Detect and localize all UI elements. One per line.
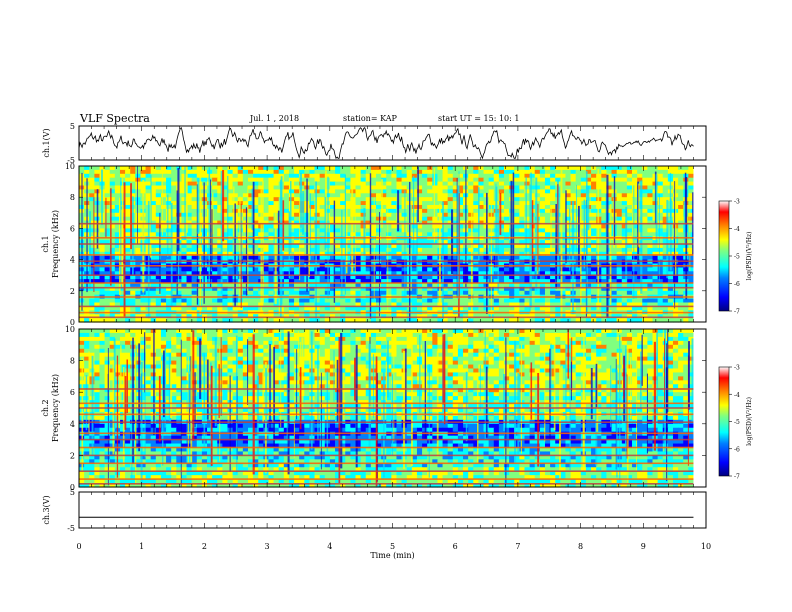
x-axis-label: Time (min) — [370, 551, 414, 560]
ch2-y-tick-label: 0 — [70, 483, 75, 492]
ch1-y-tick-label: -5 — [67, 156, 75, 165]
ch1-waveform-line — [78, 127, 694, 160]
x-tick-label: 1 — [139, 542, 144, 551]
ch1-colorbar-tick-label: -3 — [734, 199, 740, 206]
ch2-y-tick-label: 4 — [70, 420, 75, 429]
ch2-colorbar-tick-label: -4 — [734, 392, 740, 399]
ch2-y-tick-label: 8 — [70, 357, 75, 366]
ch1-colorbar-tick-label: -7 — [734, 309, 740, 316]
ch1-spectrogram-image — [79, 166, 695, 323]
ch1-band-line — [79, 316, 694, 319]
ch1-band-line — [79, 311, 694, 314]
ch2-band-line — [79, 446, 694, 449]
ch1-band-line — [79, 260, 694, 262]
station-label: station= KAP — [343, 114, 397, 123]
ch1-colorbar — [718, 200, 730, 312]
ch3-waveform-frame — [78, 491, 707, 529]
ch1-y-tick-label: 10 — [65, 162, 75, 171]
x-tick-label: 10 — [701, 542, 711, 551]
ch2-band-line — [79, 470, 694, 472]
ch1-band-line — [79, 254, 694, 256]
ch2-y-tick-label: 2 — [70, 451, 75, 460]
ch3-y-tick-label: -5 — [67, 524, 75, 533]
ch2-y-tick-label: 10 — [65, 325, 75, 334]
ch2-band-line — [79, 462, 694, 465]
ch2-colorbar-tick-label: -7 — [734, 474, 740, 481]
ch1-colorbar-label: log(PSD)(V²/Hz) — [746, 232, 753, 281]
x-tick-label: 9 — [641, 542, 646, 551]
ch1-colorbar-tick-label: -4 — [734, 226, 740, 233]
ch2-band-line — [79, 454, 694, 457]
ch2-spectrogram-image — [79, 329, 695, 488]
ch1-y-tick-label: 0 — [70, 318, 75, 327]
ch2-band-line — [79, 413, 694, 416]
ch2-band-line — [79, 402, 694, 405]
ch1-band-line — [79, 243, 694, 245]
ch1-band-line — [79, 282, 694, 284]
x-tick-label: 4 — [327, 542, 332, 551]
ch2-colorbar — [718, 366, 730, 477]
ch2-colorbar-label: log(PSD)(V²/Hz) — [746, 397, 753, 446]
ch1-no-data-area — [693, 166, 706, 322]
ch2-band-line — [79, 421, 694, 423]
ch2-band-line — [79, 483, 694, 485]
ch3-y-tick-label: 5 — [70, 488, 75, 497]
ch1-band-line — [79, 222, 694, 225]
ch1-band-line — [79, 265, 694, 267]
ch2-band-line — [79, 478, 694, 480]
ch1-band-line — [79, 296, 694, 298]
ch2-band-line — [79, 438, 694, 441]
start-ut-label: start UT = 15: 10: 1 — [438, 114, 520, 123]
ch1-frequency-label: Frequency (kHz) — [51, 210, 60, 278]
ch1-y-tick-label: 5 — [70, 122, 75, 131]
ch3-y-label: ch.3(V) — [42, 495, 51, 524]
x-tick-label: 5 — [390, 542, 395, 551]
ch1-band-line — [79, 237, 694, 239]
ch1-y-tick-label: 4 — [70, 256, 75, 265]
ch2-y-tick-label: 6 — [70, 388, 75, 397]
x-tick-label: 3 — [265, 542, 270, 551]
x-tick-label: 6 — [453, 542, 458, 551]
ch1-y-tick-label: 8 — [70, 193, 75, 202]
ch2-band-line — [79, 432, 694, 435]
ch2-frequency-label: Frequency (kHz) — [51, 374, 60, 442]
ch2-colorbar-tick-label: -5 — [734, 419, 740, 426]
ch1-band-line — [79, 274, 694, 276]
ch1-channel-label: ch.1 — [41, 235, 50, 252]
x-tick-label: 2 — [202, 542, 207, 551]
ch1-y-tick-label: 2 — [70, 287, 75, 296]
ch1-band-line — [79, 286, 694, 289]
date-label: Jul. 1 , 2018 — [250, 114, 300, 123]
x-tick-label: 8 — [578, 542, 583, 551]
x-tick-label: 0 — [76, 542, 81, 551]
x-tick-label: 7 — [515, 542, 520, 551]
ch1-y-tick-label: 6 — [70, 224, 75, 233]
figure-title: VLF Spectra — [80, 112, 150, 125]
ch2-band-line — [79, 388, 694, 390]
ch2-no-data-area — [693, 329, 706, 487]
ch2-colorbar-tick-label: -6 — [734, 446, 740, 453]
ch1-y-label: ch.1(V) — [42, 128, 51, 157]
ch2-band-line — [79, 407, 694, 409]
ch2-colorbar-tick-label: -3 — [734, 365, 740, 372]
ch1-colorbar-tick-label: -5 — [734, 254, 740, 261]
ch1-colorbar-tick-label: -6 — [734, 281, 740, 288]
ch1-waveform-frame — [78, 125, 707, 161]
ch2-channel-label: ch.2 — [41, 399, 50, 416]
ch1-band-line — [79, 305, 694, 308]
